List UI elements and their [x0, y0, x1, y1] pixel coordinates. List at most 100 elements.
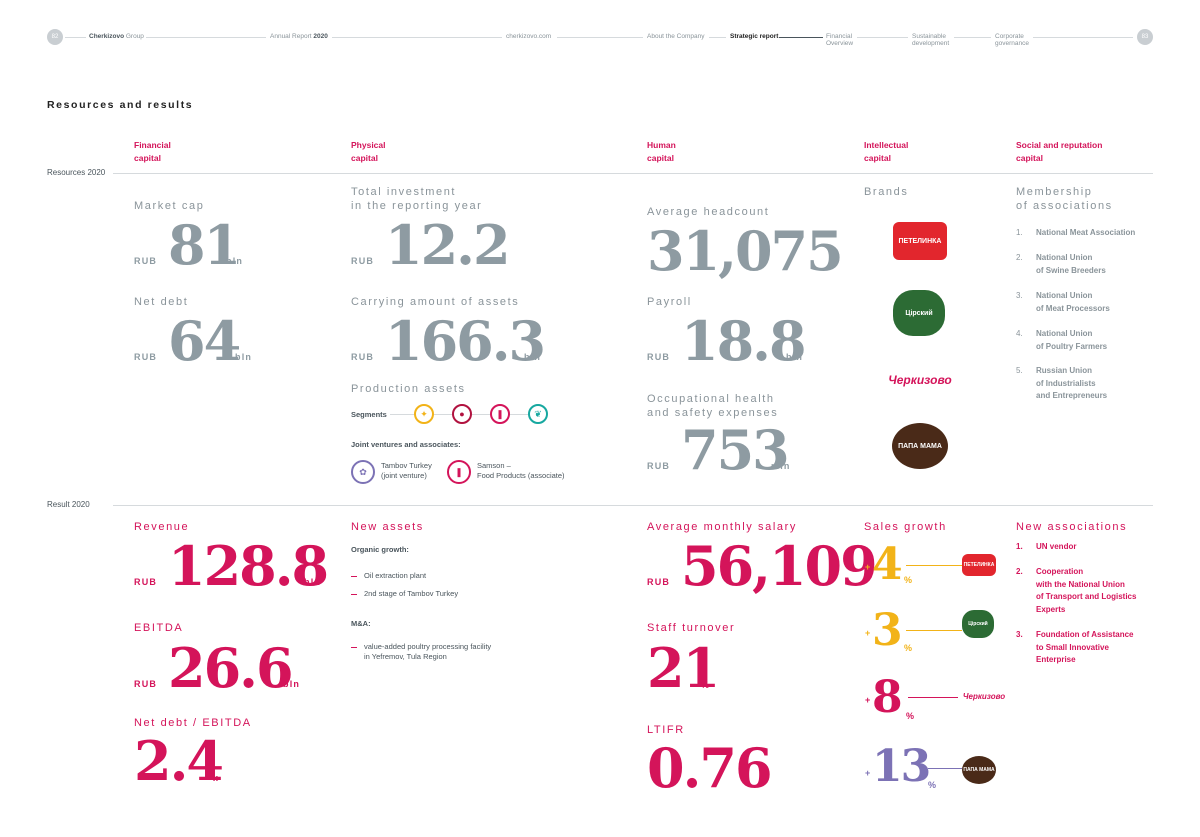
net-debt-label: Net debt: [134, 296, 189, 308]
membership-number: 5.: [1016, 366, 1023, 375]
list-dash: [351, 647, 357, 648]
salary-label: Average monthly salary: [647, 521, 797, 533]
market-cap-prefix: RUB: [134, 256, 158, 266]
investment-prefix: RUB: [351, 256, 375, 266]
nav-strategic-report[interactable]: Strategic report: [730, 33, 779, 40]
new-association-number: 1.: [1016, 542, 1023, 551]
growth-line: [908, 697, 960, 698]
header-divider: [857, 37, 908, 38]
growth-line: [906, 630, 962, 631]
ma-item: value-added poultry processing facility …: [364, 642, 492, 661]
membership-label: Membership of associations: [1016, 186, 1113, 212]
capital-human: Human capital: [647, 140, 676, 163]
pork-segment-icon: ●: [452, 404, 472, 424]
membership-number: 2.: [1016, 253, 1023, 262]
membership-number: 1.: [1016, 228, 1023, 237]
growth-unit: %: [904, 643, 914, 653]
page-number-right: 83: [1137, 29, 1153, 45]
header-site-link[interactable]: cherkizovo.com: [506, 33, 552, 40]
page-number-left: 82: [47, 29, 63, 45]
section-title: Resources and results: [47, 99, 194, 111]
assets-value: 166.3: [385, 309, 546, 373]
turkey-icon: ✿: [351, 460, 375, 484]
brand-logo-petelinka-small: ПЕТЕЛИНКА: [962, 554, 996, 576]
payroll-label: Payroll: [647, 296, 692, 308]
header-divider: [557, 37, 643, 38]
capital-financial: Financial capital: [134, 140, 171, 163]
membership-item: National Union of Meat Processors: [1036, 291, 1110, 313]
revenue-label: Revenue: [134, 521, 190, 533]
investment-value: 12.2: [385, 213, 511, 277]
brands-label: Brands: [864, 186, 909, 198]
membership-number: 3.: [1016, 291, 1023, 300]
brand-logo-tsarsky-small: Цiрский: [962, 610, 994, 638]
market-cap-value: 81: [168, 213, 241, 277]
nav-financial-overview[interactable]: Financial Overview: [826, 33, 854, 47]
header-divider: [709, 37, 726, 38]
poultry-segment-icon: ✦: [414, 404, 434, 424]
payroll-unit: bln: [786, 352, 804, 362]
capital-physical: Physical capital: [351, 140, 386, 163]
ebitda-label: EBITDA: [134, 622, 184, 634]
membership-item: National Union of Poultry Farmers: [1036, 329, 1108, 351]
ohs-unit: mln: [771, 461, 791, 471]
new-associations-label: New associations: [1016, 521, 1128, 533]
meat-processing-segment-icon: ❚: [490, 404, 510, 424]
market-cap-unit: bln: [226, 256, 244, 266]
header-divider: [954, 37, 991, 38]
membership-item: National Union of Swine Breeders: [1036, 253, 1106, 275]
ohs-value: 753: [681, 418, 790, 482]
brand-logo-tsarsky: Цiрский: [893, 290, 945, 336]
growth-plus: +: [865, 628, 872, 638]
growth-value-tsarsky: 3: [872, 605, 903, 656]
nav-corporate-governance[interactable]: Corporate governance: [995, 33, 1029, 47]
ebitda-prefix: RUB: [134, 679, 158, 689]
growth-value-cherkizovo: 8: [872, 672, 903, 723]
ltifr-label: LTIFR: [647, 724, 685, 736]
segments-label: Segments: [351, 410, 387, 419]
organic-growth-label: Organic growth:: [351, 545, 409, 554]
membership-item: National Meat Association: [1036, 228, 1136, 237]
ltifr-value: 0.76: [647, 736, 773, 800]
staff-turnover-label: Staff turnover: [647, 622, 736, 634]
header-divider: [332, 37, 502, 38]
growth-unit: %: [904, 575, 914, 585]
organic-item: Oil extraction plant: [364, 571, 427, 580]
header-report: Annual Report 2020: [270, 33, 328, 40]
membership-number: 4.: [1016, 329, 1023, 338]
organic-item: 2nd stage of Tambov Turkey: [364, 589, 459, 598]
nav-about[interactable]: About the Company: [647, 33, 705, 40]
growth-plus: +: [865, 695, 872, 705]
investment-unit: bln: [489, 256, 507, 266]
sausage-icon: ❚: [447, 460, 471, 484]
net-debt-ebitda-unit: x: [213, 773, 220, 783]
ebitda-unit: bln: [283, 679, 301, 689]
jv-label: Joint ventures and associates:: [351, 440, 461, 449]
assets-prefix: RUB: [351, 352, 375, 362]
ma-label: M&A:: [351, 619, 371, 628]
brand-logo-cherkizovo-small: Черкизово: [958, 686, 1010, 706]
assets-unit: bln: [524, 352, 542, 362]
header-divider-active: [779, 37, 823, 38]
brand-logo-papa-mama: ПАПА МАМА: [892, 423, 948, 469]
list-dash: [351, 594, 357, 595]
salary-prefix: RUB: [647, 577, 671, 587]
assets-label: Carrying amount of assets: [351, 296, 520, 308]
headcount-value: 31,075: [647, 219, 844, 283]
grain-segment-icon: ❦: [528, 404, 548, 424]
capital-intellectual: Intellectual capital: [864, 140, 909, 163]
growth-value-papa-mama: 13: [872, 741, 931, 792]
ohs-label: Occupational health and safety expenses: [647, 393, 779, 419]
jv-tambov-turkey: Tambov Turkey (joint venture): [381, 461, 432, 480]
production-assets-label: Production assets: [351, 383, 466, 395]
new-association-number: 3.: [1016, 630, 1023, 639]
growth-plus: +: [865, 562, 872, 572]
payroll-prefix: RUB: [647, 352, 671, 362]
revenue-value: 128.8: [168, 534, 329, 598]
brand-logo-papa-mama-small: ПАПА МАМА: [962, 756, 996, 784]
nav-sustainable-development[interactable]: Sustainable development: [912, 33, 950, 47]
net-debt-ebitda-value: 2.4: [134, 729, 224, 793]
header-company: Cherkizovo Group: [89, 33, 144, 40]
jv-samson: Samson – Food Products (associate): [477, 461, 565, 480]
row-label-resources: Resources 2020: [47, 168, 106, 177]
